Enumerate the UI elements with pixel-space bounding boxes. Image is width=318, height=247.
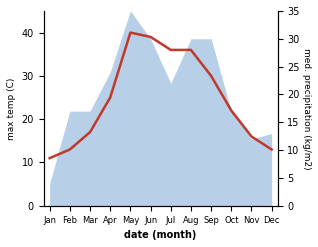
Y-axis label: max temp (C): max temp (C) — [7, 77, 16, 140]
X-axis label: date (month): date (month) — [124, 230, 197, 240]
Y-axis label: med. precipitation (kg/m2): med. precipitation (kg/m2) — [302, 48, 311, 169]
